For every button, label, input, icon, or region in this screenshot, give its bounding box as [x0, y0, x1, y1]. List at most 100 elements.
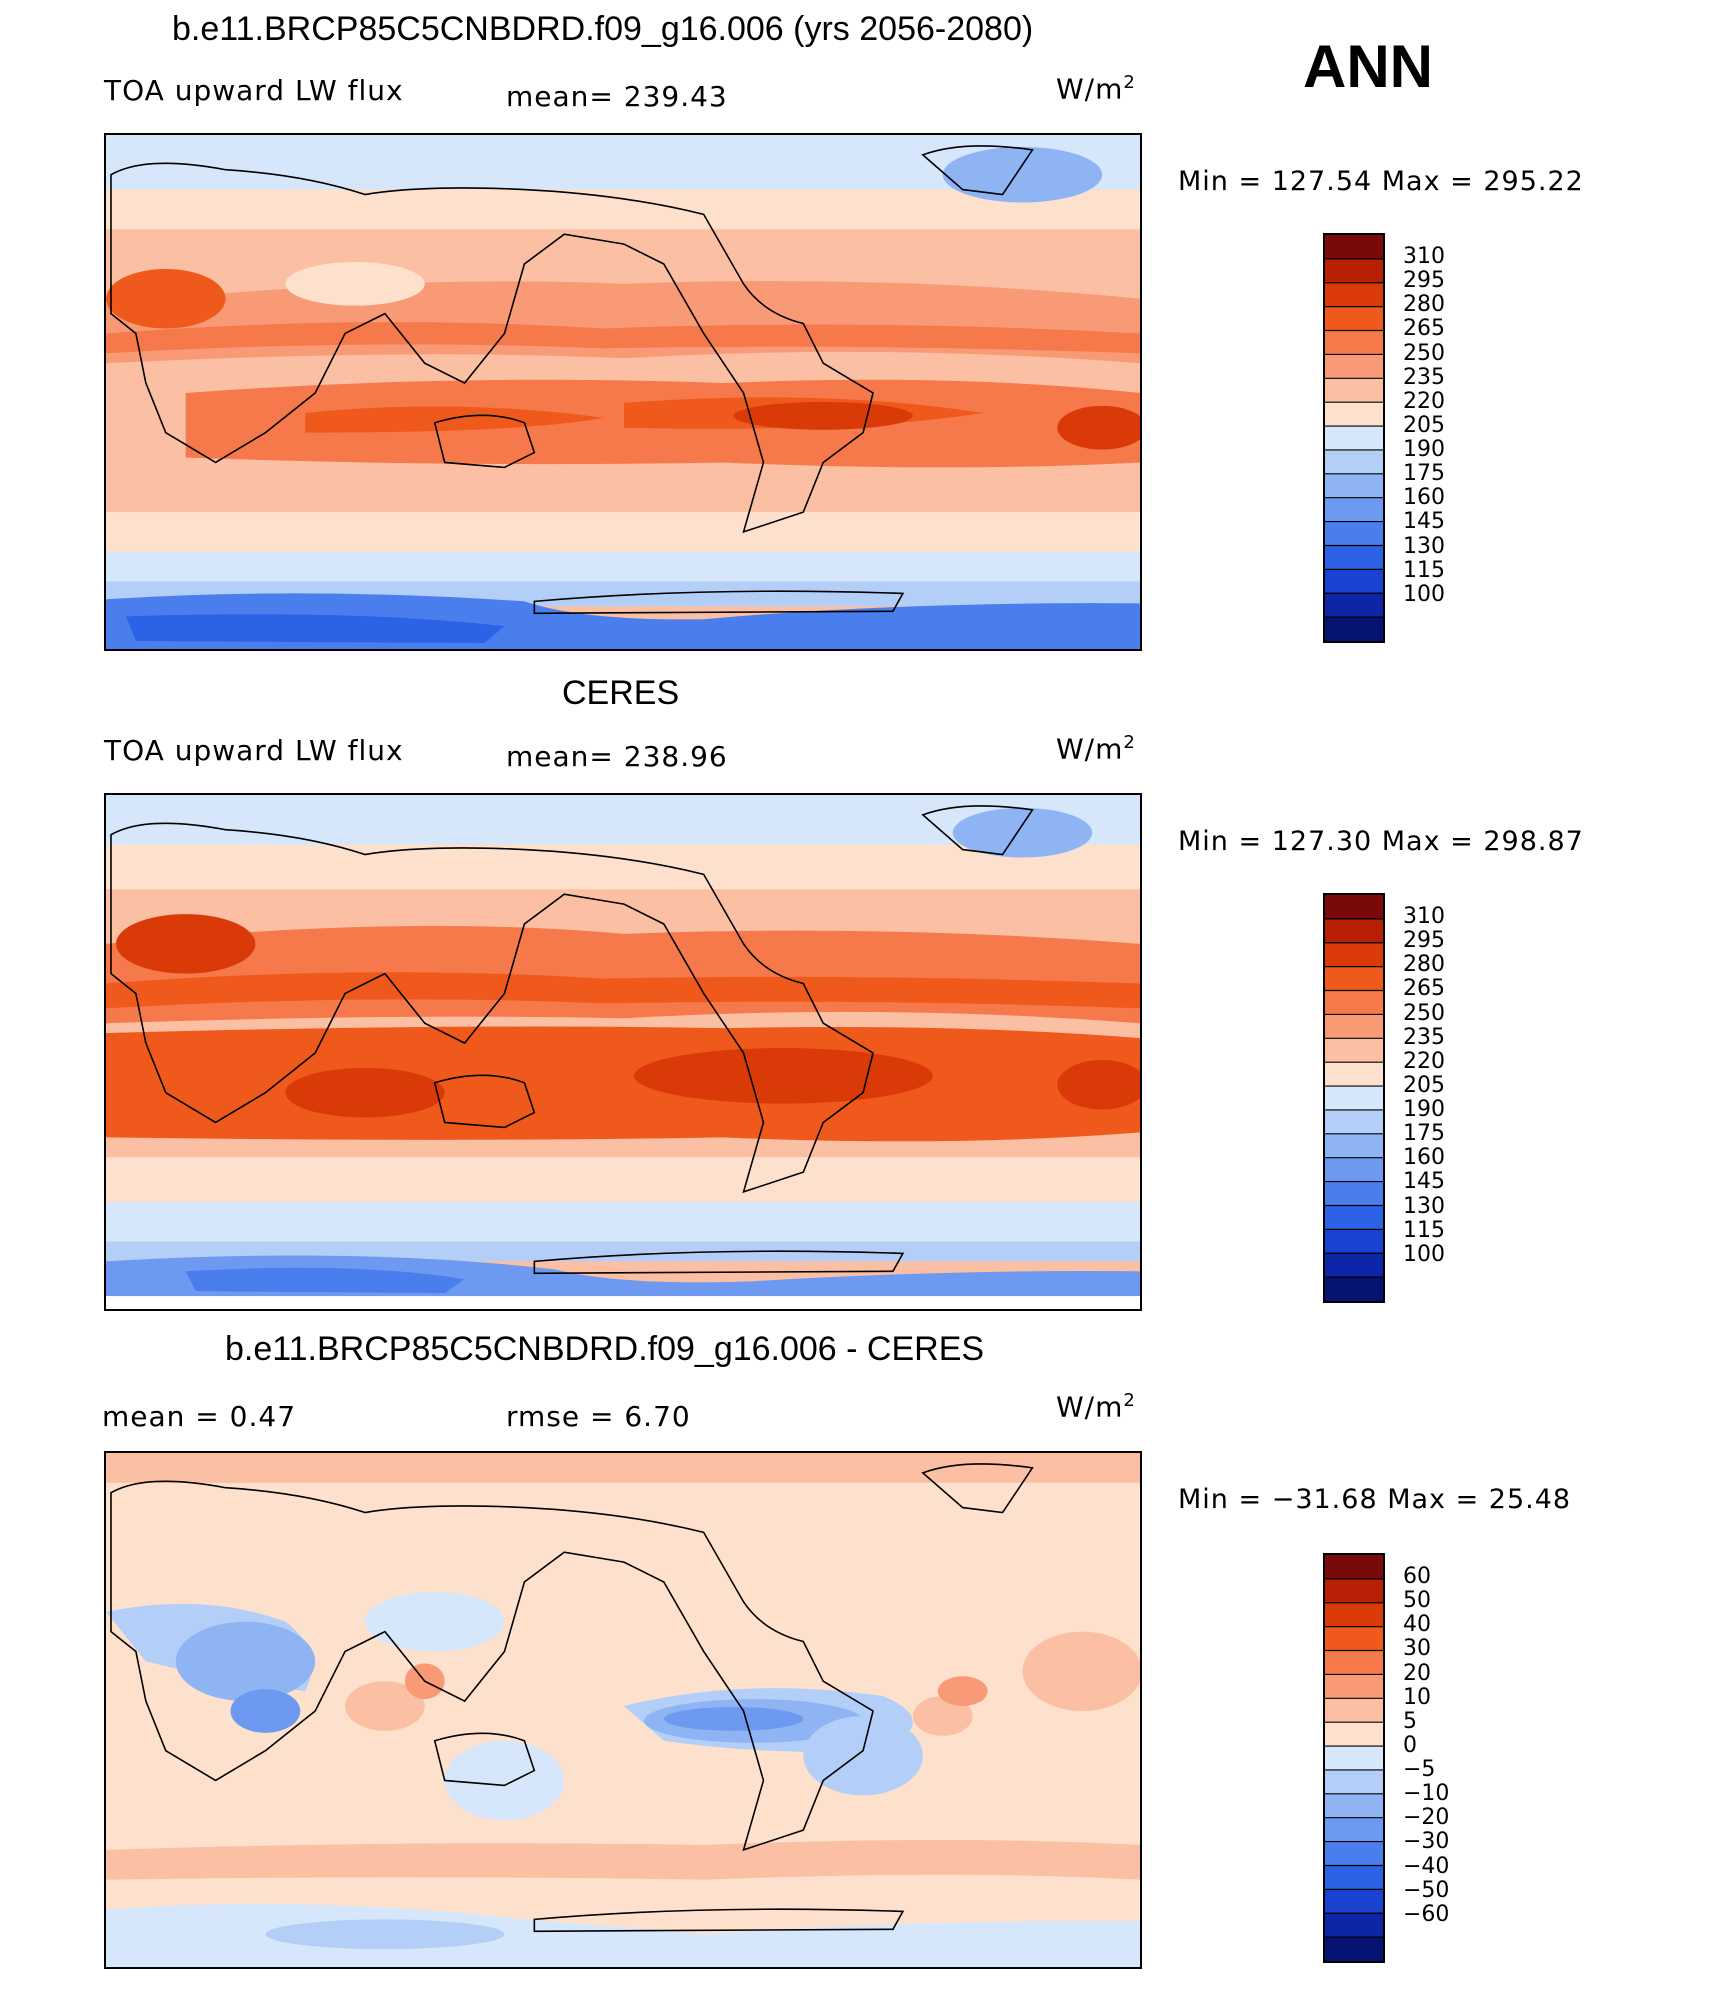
panel1-colorbar-box	[1325, 330, 1383, 355]
panel2-colorbar-tick-label: 115	[1403, 1217, 1445, 1243]
panel3-colorbar-box	[1325, 1578, 1383, 1604]
panel2-colorbar-box	[1325, 1253, 1383, 1278]
panel3-colorbar-box	[1325, 1769, 1383, 1795]
panel1-colorbar-tick-label: 250	[1403, 340, 1445, 366]
panel1-field-label: TOA upward LW flux	[104, 74, 404, 107]
panel2-colorbar-tick-label: 295	[1403, 928, 1445, 954]
panel2-colorbar-tick-label: 235	[1403, 1024, 1445, 1050]
panel3-colorbar-box	[1325, 1865, 1383, 1890]
panel3-units: W/m2	[1056, 1390, 1136, 1424]
panel3-map	[104, 1451, 1142, 1969]
panel1-colorbar-box	[1325, 354, 1383, 379]
panel3-colorbar-tick-label: −5	[1403, 1757, 1436, 1783]
panel1-colorbar-box	[1325, 282, 1383, 308]
panel1-colorbar-box	[1325, 593, 1383, 618]
panel1-colorbar-box	[1325, 402, 1383, 427]
panel3-title: b.e11.BRCP85C5CNBDRD.f09_g16.006 - CERES	[225, 1330, 985, 1368]
panel1-colorbar-tick-label: 100	[1403, 581, 1445, 607]
panel1-colorbar-tick-label: 175	[1403, 461, 1445, 487]
panel2-colorbar-box	[1325, 1062, 1383, 1087]
panel2-colorbar-tick-label: 145	[1403, 1169, 1445, 1195]
panel3-mean-label: mean = 0.47	[102, 1400, 297, 1433]
panel3-colorbar-box	[1325, 1674, 1383, 1699]
panel2-mean-label: mean= 238.96	[506, 740, 728, 773]
panel2-colorbar-tick-label: 175	[1403, 1121, 1445, 1147]
panel3-colorbar-tick-label: 20	[1403, 1660, 1431, 1686]
panel3-colorbar-tick-label: −30	[1403, 1829, 1450, 1855]
panel3-colorbar-box	[1325, 1889, 1383, 1914]
panel2-colorbar-tick-label: 160	[1403, 1145, 1445, 1171]
panel3-colorbar-tick-label: −10	[1403, 1781, 1450, 1807]
panel2-colorbar-tick-label: 190	[1403, 1097, 1445, 1123]
panel3-minmax: Min = −31.68 Max = 25.48	[1178, 1484, 1572, 1515]
panel2-colorbar-box	[1325, 1014, 1383, 1039]
panel2-colorbar-tick-label: 310	[1403, 904, 1445, 930]
panel1-colorbar-box	[1325, 426, 1383, 451]
panel3-colorbar-box	[1325, 1722, 1383, 1747]
panel3-colorbar-tick-label: 40	[1403, 1612, 1431, 1638]
panel3-colorbar-box	[1325, 1913, 1383, 1938]
panel1-colorbar-box	[1325, 545, 1383, 570]
panel1-colorbar-box	[1325, 569, 1383, 594]
panel3-colorbar-box	[1325, 1841, 1383, 1866]
panel1-colorbar-tick-label: 115	[1403, 557, 1445, 583]
panel1-units: W/m2	[1056, 72, 1136, 106]
panel2-colorbar-box	[1325, 1109, 1383, 1135]
panel3-colorbar-tick-label: −60	[1403, 1901, 1450, 1927]
panel1-colorbar-tick-label: 265	[1403, 316, 1445, 342]
panel2-colorbar	[1323, 893, 1385, 1303]
panel2-colorbar-box	[1325, 1277, 1383, 1301]
panel3-colorbar-tick-label: 50	[1403, 1588, 1431, 1614]
panel2-colorbar-box	[1325, 1086, 1383, 1111]
panel3-colorbar-tick-label: −50	[1403, 1877, 1450, 1903]
panel2-colorbar-box	[1325, 1181, 1383, 1206]
panel2-colorbar-tick-label: 205	[1403, 1072, 1445, 1098]
panel2-field-label: TOA upward LW flux	[104, 734, 404, 767]
panel3-rmse-label: rmse = 6.70	[506, 1400, 691, 1433]
panel2-colorbar-tick-label: 280	[1403, 952, 1445, 978]
panel3-colorbar-tick-label: 60	[1403, 1564, 1431, 1590]
panel1-colorbar-box	[1325, 497, 1383, 523]
panel1-colorbar-tick-label: 220	[1403, 388, 1445, 414]
panel2-map	[104, 793, 1142, 1311]
panel2-colorbar-box	[1325, 1157, 1383, 1183]
panel2-colorbar-tick-label: 130	[1403, 1193, 1445, 1219]
panel2-units: W/m2	[1056, 732, 1136, 766]
panel1-colorbar-box	[1325, 235, 1383, 260]
panel2-colorbar-box	[1325, 918, 1383, 944]
panel2-colorbar-box	[1325, 1205, 1383, 1230]
panel1-colorbar-box	[1325, 449, 1383, 475]
panel2-colorbar-box	[1325, 1133, 1383, 1159]
panel3-colorbar-tick-label: 0	[1403, 1732, 1417, 1758]
panel3-colorbar-box	[1325, 1746, 1383, 1771]
panel3-colorbar-box	[1325, 1817, 1383, 1843]
panel1-colorbar-tick-label: 295	[1403, 268, 1445, 294]
panel3-colorbar-tick-label: −40	[1403, 1853, 1450, 1879]
panel2-colorbar-tick-label: 220	[1403, 1048, 1445, 1074]
panel3-colorbar-box	[1325, 1937, 1383, 1961]
panel2-colorbar-box	[1325, 966, 1383, 992]
panel3-colorbar-tick-label: −20	[1403, 1805, 1450, 1831]
panel1-colorbar-tick-label: 190	[1403, 437, 1445, 463]
panel3-colorbar-box	[1325, 1555, 1383, 1580]
panel3-colorbar-box	[1325, 1650, 1383, 1675]
panel3-colorbar-box	[1325, 1698, 1383, 1723]
panel2-colorbar-tick-label: 250	[1403, 1000, 1445, 1026]
panel2-colorbar-tick-label: 265	[1403, 976, 1445, 1002]
panel1-colorbar-box	[1325, 617, 1383, 641]
panel3-colorbar-tick-label: 30	[1403, 1636, 1431, 1662]
panel1-colorbar-tick-label: 160	[1403, 485, 1445, 511]
panel1-mean-label: mean= 239.43	[506, 80, 728, 113]
panel3-colorbar-tick-label: 10	[1403, 1684, 1431, 1710]
panel1-colorbar-box	[1325, 306, 1383, 332]
panel1-colorbar-tick-label: 310	[1403, 244, 1445, 270]
panel2-colorbar-tick-label: 100	[1403, 1241, 1445, 1267]
panel1-colorbar-tick-label: 130	[1403, 533, 1445, 559]
panel1-map	[104, 133, 1142, 651]
panel1-colorbar-box	[1325, 521, 1383, 546]
panel2-title: CERES	[562, 674, 680, 712]
panel3-colorbar-box	[1325, 1602, 1383, 1628]
panel3-colorbar-box	[1325, 1626, 1383, 1652]
panel1-colorbar-tick-label: 205	[1403, 412, 1445, 438]
panel1-colorbar	[1323, 233, 1385, 643]
